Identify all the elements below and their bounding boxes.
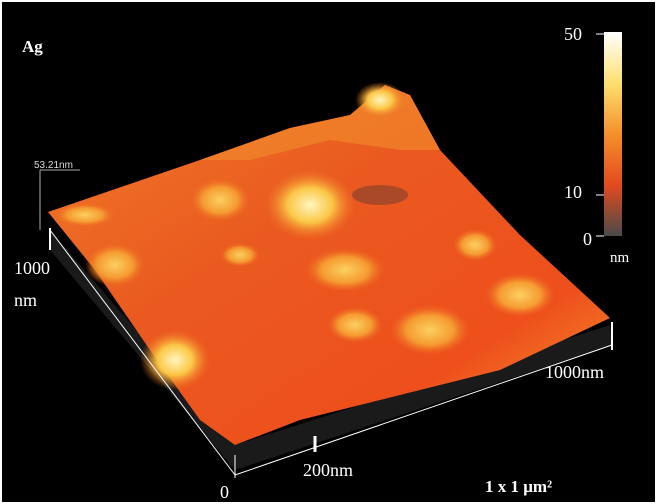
x-axis-max: 1000nm: [545, 362, 604, 382]
colorbar-tick-label: 0: [583, 229, 592, 249]
colorbar-unit: nm: [610, 250, 630, 266]
grain: [55, 203, 115, 227]
pit: [352, 185, 408, 205]
grain: [485, 273, 555, 317]
colorbar-tick-label: 50: [564, 24, 582, 44]
colorbar-tick-label: 10: [564, 182, 582, 202]
colorbar: [604, 32, 622, 236]
grain: [305, 248, 385, 292]
y-axis-max: 1000: [14, 258, 50, 278]
origin-label: 0: [220, 482, 229, 502]
grain: [355, 82, 405, 118]
grain: [265, 170, 355, 240]
grain: [85, 243, 145, 287]
afm-figure: Ag 50 10 0 nm 53.21nm 1000 nm 1000nm 200…: [0, 0, 657, 504]
y-axis-unit: nm: [14, 290, 37, 310]
grain: [390, 305, 470, 355]
grain: [190, 178, 250, 222]
sample-label: Ag: [22, 37, 43, 56]
scan-size: 1 x 1 μm²: [485, 477, 552, 496]
grain: [220, 243, 260, 267]
page: Ag 50 10 0 nm 53.21nm 1000 nm 1000nm 200…: [0, 0, 657, 504]
height-label: 53.21nm: [34, 160, 73, 171]
grain: [140, 330, 210, 390]
x-axis-mid: 200nm: [303, 460, 353, 480]
grain: [327, 307, 383, 343]
grain: [453, 229, 497, 261]
